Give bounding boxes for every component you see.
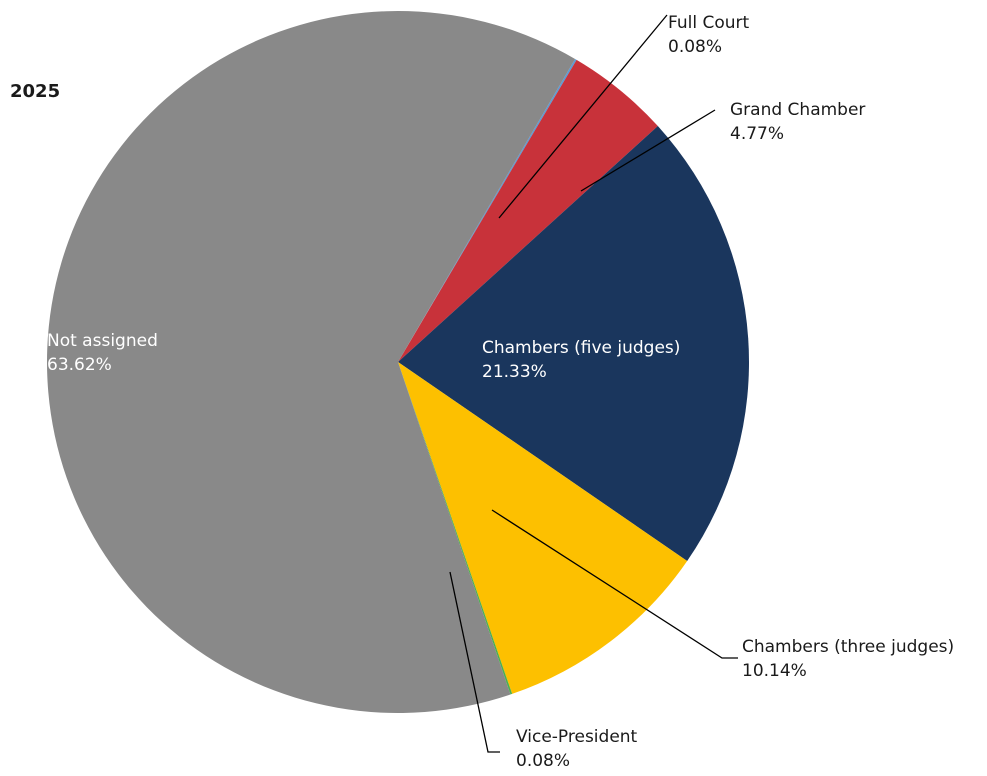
label-vice-president: Vice-President 0.08% (516, 727, 638, 771)
slice-labels: Full Court 0.08% Grand Chamber 4.77% Chamber… (47, 13, 954, 771)
label-percent: 4.77% (730, 124, 784, 144)
label-category: Chambers (five judges) (482, 338, 680, 358)
label-percent: 0.08% (668, 37, 722, 57)
label-percent: 63.62% (47, 355, 112, 375)
leader-lines (449, 14, 738, 753)
slice-chambers-five-judges (398, 126, 749, 561)
leader-line-vice-president (449, 571, 500, 753)
label-chambers-three-judges: Chambers (three judges) 10.14% (742, 637, 954, 681)
label-chambers-five-judges: Chambers (five judges) 21.33% (482, 338, 680, 382)
label-grand-chamber: Grand Chamber 4.77% (730, 100, 865, 144)
label-percent: 10.14% (742, 661, 807, 681)
label-category: Grand Chamber (730, 100, 865, 120)
leader-line-full-court (498, 14, 668, 219)
label-not-assigned: Not assigned 63.62% (47, 331, 158, 375)
slice-chambers-three-judges (398, 362, 688, 694)
slice-grand-chamber (398, 59, 658, 363)
label-category: Not assigned (47, 331, 158, 351)
slice-full-court (398, 58, 577, 363)
leader-line-chambers-three-judges (491, 509, 738, 659)
label-category: Vice-President (516, 727, 638, 747)
label-full-court: Full Court 0.08% (668, 13, 750, 57)
leader-line-grand-chamber (580, 109, 716, 192)
label-category: Full Court (668, 13, 750, 33)
label-percent: 21.33% (482, 362, 547, 382)
label-category: Chambers (three judges) (742, 637, 954, 657)
pie-slices (47, 10, 749, 713)
slice-not-assigned (47, 10, 576, 713)
slice-vice-president (398, 362, 513, 695)
label-percent: 0.08% (516, 751, 570, 771)
chart-title: 2025 (10, 81, 60, 102)
